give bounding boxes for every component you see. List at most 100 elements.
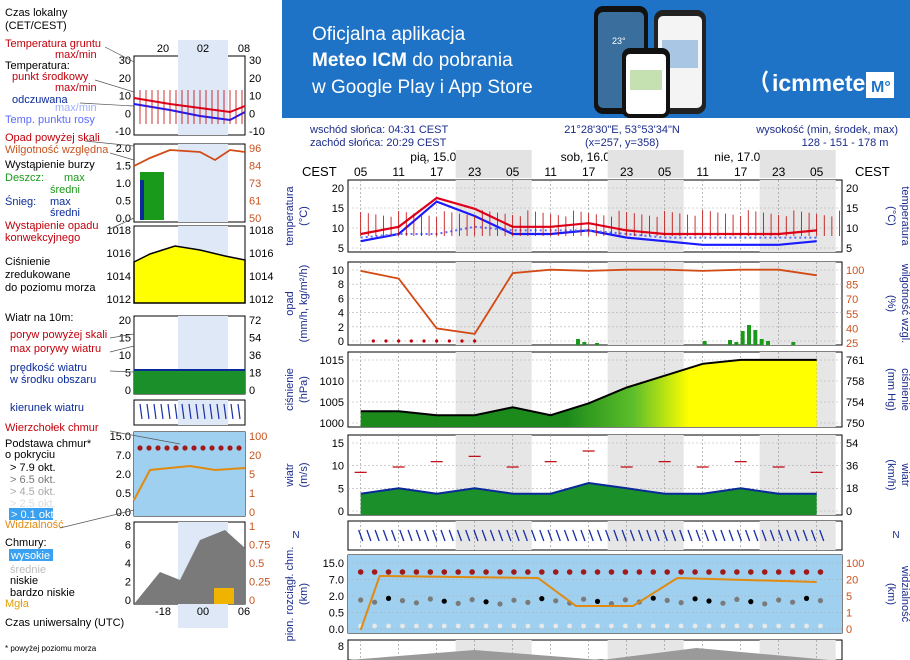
- cloud-top-dot: [566, 569, 573, 575]
- cloud-tick-right: 20: [846, 575, 858, 587]
- cloud-tick-left: 7.0: [329, 575, 344, 587]
- precip-bar: [728, 340, 732, 345]
- cloud-low-dot: [790, 623, 795, 629]
- precip-tick-right: 100: [846, 265, 864, 277]
- phone-mockup-icon: 23°: [594, 6, 706, 118]
- legend-wind-arrow: [146, 403, 150, 420]
- legend-cloud-top-dot: [200, 445, 206, 451]
- legend-local-hour: 02: [197, 43, 209, 55]
- legend-text: punkt środkowy: [12, 71, 89, 83]
- wind-arrow: [358, 529, 364, 542]
- wind-arrow: [432, 529, 438, 542]
- legend-cloud-sky: [134, 432, 245, 516]
- visibility-line: [359, 574, 817, 631]
- legend-leader: [59, 509, 135, 529]
- day-label: pią, 15.05: [410, 150, 463, 164]
- cloud-base-dot: [525, 599, 531, 606]
- precip-bar: [791, 342, 796, 345]
- cloud-low-dot: [441, 623, 447, 629]
- legend-text: > 7.9 okt.: [10, 462, 56, 474]
- legend-text: średni: [50, 184, 80, 196]
- wind-arrow: [819, 529, 825, 542]
- legend-wind-arrow: [174, 403, 178, 420]
- precip-tick-right: 25: [846, 338, 858, 350]
- cloud-base-dot: [720, 600, 726, 606]
- cloud-tick-left: 15.0: [323, 558, 344, 570]
- legend-temp-tick-left: 30: [119, 55, 131, 67]
- wind-arrow: [637, 529, 644, 542]
- legend-text: prędkość wiatru: [10, 362, 87, 374]
- height-label: wysokość (min, środek, max): [755, 124, 898, 136]
- legend-wind-tick-left: 15: [119, 333, 131, 345]
- cloud-low-dot: [636, 623, 642, 629]
- precip-bar: [766, 341, 770, 345]
- legend-wind-arrow: [153, 403, 157, 420]
- cloud-base-dot: [483, 599, 489, 605]
- legend-cloud-top-dot: [209, 445, 215, 451]
- precip-dot: [435, 339, 439, 343]
- legend-cloud-tick-right: 0: [249, 507, 255, 519]
- legend-precip-tick-left: 1.0: [116, 178, 131, 190]
- legend-wind-arrow: [209, 403, 213, 420]
- legend-night-band: [178, 56, 228, 135]
- legend-cloud-top-dot: [155, 445, 161, 451]
- legend-cloud-tick-right: 100: [249, 431, 267, 443]
- cloud-low-dot: [678, 623, 684, 629]
- wind-arrow: [629, 529, 635, 542]
- svg-text:M°: M°: [871, 79, 891, 96]
- legend-text: Wystąpienie opadu: [5, 220, 98, 232]
- axis-unit-left: (m/s): [298, 462, 310, 487]
- legend-text: w środku obszaru: [9, 374, 96, 386]
- legend-precip-tick-right: 84: [249, 161, 261, 173]
- wind-tick-left: 5: [338, 483, 344, 495]
- cloud-top-dot: [552, 569, 559, 575]
- wind-arrow: [456, 529, 463, 542]
- promo-banner[interactable]: Oficjalna aplikacja Meteo ICM do pobrani…: [282, 0, 910, 118]
- legend-leader: [109, 370, 135, 373]
- legend-wind-tick-right: 18: [249, 368, 261, 380]
- wind-arrow: [481, 529, 487, 542]
- cloud-low-dot: [372, 623, 377, 629]
- cloud-top-dot: [748, 569, 754, 575]
- precip-tick-left: 8: [338, 279, 344, 291]
- precip-tick-left: 2: [338, 322, 344, 334]
- precip-tick-right: 40: [846, 323, 858, 335]
- legend-text: do poziomu morza: [5, 282, 96, 294]
- legend-cloud-tick-left: 7.0: [116, 450, 131, 462]
- legend-text: Opad powyżej skali: [5, 132, 100, 144]
- cloud-base-dot: [511, 597, 517, 603]
- wind-arrow: [794, 529, 800, 542]
- axis-label-right: ciśnienie: [899, 368, 910, 411]
- legend-wind-tick-left: 10: [119, 350, 131, 362]
- wind-arrow: [761, 529, 767, 542]
- wind-arrow: [786, 529, 792, 542]
- legend-text: zredukowane: [5, 269, 70, 281]
- legend-clouds-tick-right: 0.75: [249, 540, 270, 552]
- cloud-top-dot: [803, 569, 810, 575]
- cloud-top-dot: [371, 569, 378, 575]
- cloud-base-dot: [650, 595, 656, 601]
- cloud-base-dot: [413, 600, 419, 606]
- banner-graphic: Oficjalna aplikacja Meteo ICM do pobrani…: [311, 6, 894, 118]
- legend-temp-tick-left: 0: [125, 108, 131, 120]
- night-band: [759, 262, 836, 345]
- cloud-top-dot: [608, 569, 615, 575]
- banner-line3: w Google Play i App Store: [311, 77, 533, 98]
- time-zone-label-left: CEST: [302, 164, 337, 179]
- day-label: sob, 16.05: [561, 150, 617, 164]
- night-header-band: [455, 150, 532, 178]
- precip-dot: [473, 339, 477, 343]
- cloud-base-dot: [455, 600, 461, 607]
- night-header-band: [607, 150, 684, 178]
- legend-wind-arrow: [160, 403, 164, 420]
- legend-text: Czas uniwersalny (UTC): [5, 617, 124, 629]
- cloud-base-dot: [734, 596, 740, 603]
- precip-bar: [753, 330, 758, 345]
- wind-arrow: [374, 529, 380, 542]
- wind-arrow: [530, 529, 537, 542]
- legend-leader: [109, 217, 135, 230]
- wind-arrow: [506, 529, 512, 542]
- legend-text: (CET/CEST): [5, 20, 67, 32]
- precip-bar: [576, 339, 580, 345]
- pressure-tick-left: 1015: [320, 355, 344, 367]
